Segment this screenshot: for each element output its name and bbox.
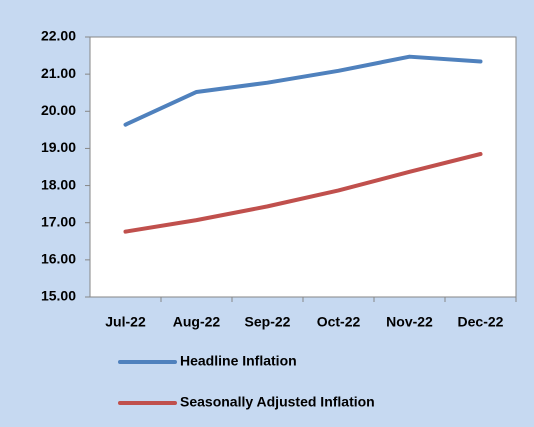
y-tick-label: 19.00 xyxy=(41,139,76,155)
y-tick-label: 17.00 xyxy=(41,213,76,229)
y-tick-label: 15.00 xyxy=(41,288,76,304)
x-tick-label: Nov-22 xyxy=(386,314,433,330)
series-line xyxy=(123,152,483,234)
y-tick-label: 20.00 xyxy=(41,102,76,118)
x-tick-label: Aug-22 xyxy=(173,314,221,330)
y-tick-label: 16.00 xyxy=(41,251,76,267)
series-line xyxy=(123,54,483,127)
x-tick-label: Jul-22 xyxy=(105,314,146,330)
x-tick-label: Oct-22 xyxy=(317,314,361,330)
y-tick-label: 21.00 xyxy=(41,65,76,81)
x-tick-label: Dec-22 xyxy=(458,314,504,330)
legend-label: Headline Inflation xyxy=(180,353,297,369)
y-tick-label: 22.00 xyxy=(41,28,76,44)
plot-area xyxy=(89,36,517,298)
y-tick-label: 18.00 xyxy=(41,176,76,192)
legend-label: Seasonally Adjusted Inflation xyxy=(180,394,375,410)
x-tick-label: Sep-22 xyxy=(245,314,291,330)
